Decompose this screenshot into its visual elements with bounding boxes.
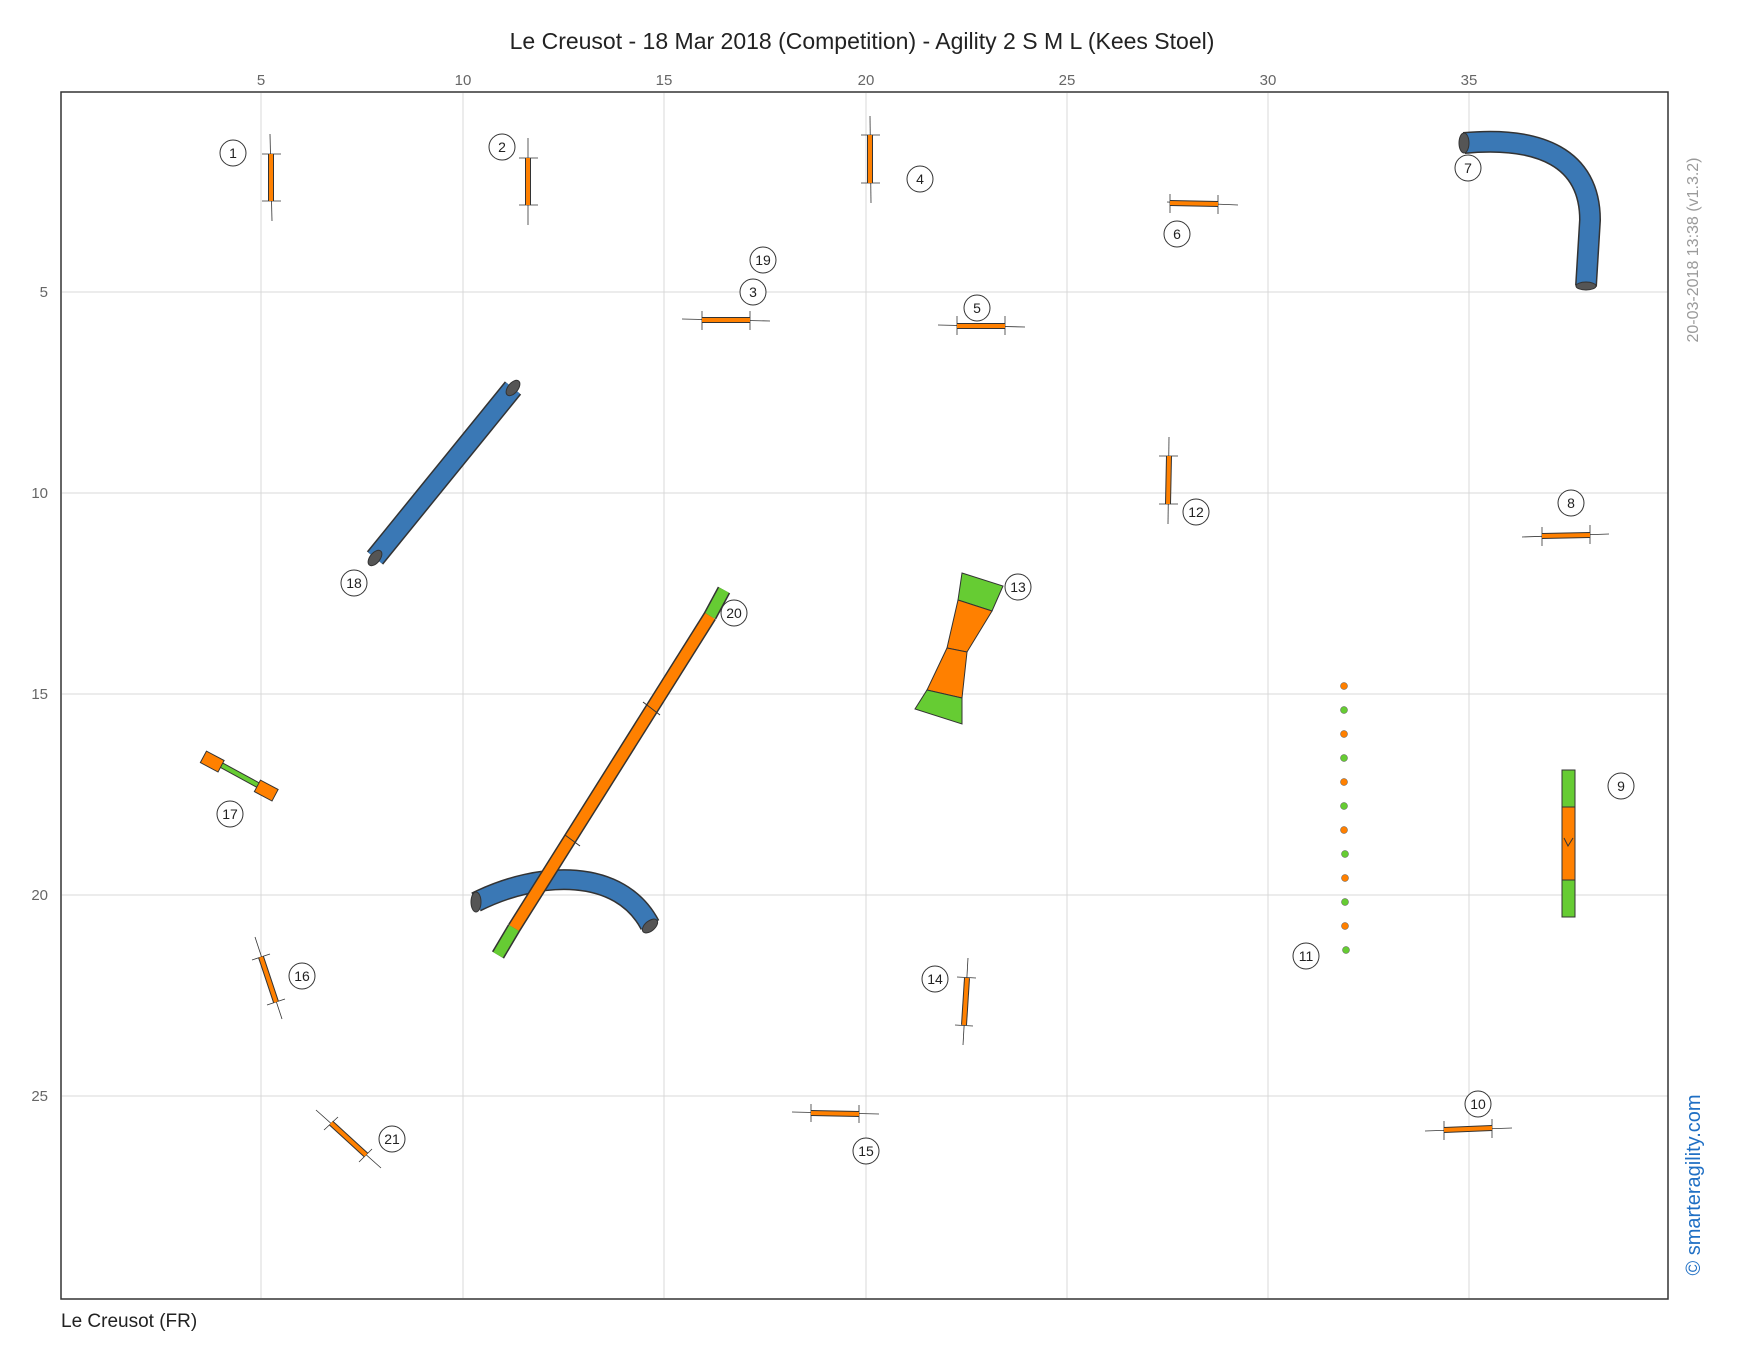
jump-14 bbox=[954, 957, 977, 1046]
number-label: 20 bbox=[726, 605, 742, 621]
number-label: 21 bbox=[384, 1131, 400, 1147]
marker-circle bbox=[1182, 498, 1210, 526]
number-label: 12 bbox=[1188, 504, 1204, 520]
number-label: 15 bbox=[858, 1143, 874, 1159]
jump-15 bbox=[791, 1104, 880, 1123]
tunnel-opening bbox=[641, 918, 659, 934]
y-tick-label: 25 bbox=[31, 1088, 48, 1105]
number-label: 3 bbox=[749, 284, 757, 300]
number-label: 5 bbox=[973, 300, 981, 316]
brand-link[interactable]: © smarteragility.com bbox=[1683, 1094, 1705, 1275]
jump-8 bbox=[1521, 525, 1610, 546]
jump-4 bbox=[861, 115, 880, 204]
number-label: 10 bbox=[1470, 1096, 1486, 1112]
x-tick-label: 10 bbox=[455, 72, 472, 89]
jump-16 bbox=[251, 936, 286, 1020]
venue-label: Le Creusot (FR) bbox=[61, 1311, 197, 1332]
marker-circle bbox=[720, 599, 748, 627]
y-tick-label: 10 bbox=[31, 485, 48, 502]
tunnel-opening bbox=[1575, 281, 1597, 291]
marker-circle bbox=[1163, 220, 1191, 248]
tunnel-opening bbox=[505, 379, 521, 397]
marker-circle bbox=[1292, 942, 1320, 970]
jump-10 bbox=[1424, 1119, 1513, 1140]
marker-circle bbox=[288, 962, 316, 990]
marker-circle bbox=[963, 294, 991, 322]
marker-circle bbox=[216, 800, 244, 828]
marker-circle bbox=[739, 278, 767, 306]
tunnel-opening bbox=[470, 891, 482, 913]
x-tick-label: 20 bbox=[858, 72, 875, 89]
marker-circle bbox=[1454, 154, 1482, 182]
jump-12 bbox=[1159, 436, 1178, 525]
number-label: 7 bbox=[1464, 160, 1472, 176]
marker-circle bbox=[852, 1137, 880, 1165]
x-tick-label: 35 bbox=[1461, 72, 1478, 89]
y-tick-label: 5 bbox=[40, 284, 48, 301]
tunnel-18 bbox=[366, 379, 522, 567]
tire-17 bbox=[199, 750, 279, 802]
seesaw-9 bbox=[1561, 769, 1576, 918]
x-tick-label: 5 bbox=[257, 72, 265, 89]
number-label: 11 bbox=[1299, 948, 1314, 964]
number-label: 19 bbox=[755, 252, 771, 268]
x-tick-label: 30 bbox=[1260, 72, 1277, 89]
aframe-13 bbox=[914, 572, 1004, 725]
number-label: 1 bbox=[229, 145, 237, 161]
tunnel-opening bbox=[367, 549, 383, 567]
marker-circle bbox=[219, 139, 247, 167]
jump-21 bbox=[315, 1109, 382, 1169]
dogwalk-20 bbox=[491, 586, 731, 959]
y-tick-label: 15 bbox=[31, 686, 48, 703]
y-tick-label: 20 bbox=[31, 887, 48, 904]
marker-circle bbox=[749, 246, 777, 274]
x-tick-label: 25 bbox=[1059, 72, 1076, 89]
tunnel-opening bbox=[1458, 132, 1470, 154]
number-label: 6 bbox=[1173, 226, 1181, 242]
marker-circle bbox=[1557, 489, 1585, 517]
jump-6 bbox=[1166, 194, 1239, 214]
number-label: 4 bbox=[916, 171, 924, 187]
course-frame bbox=[60, 91, 1669, 1300]
number-label: 17 bbox=[222, 806, 238, 822]
number-label: 18 bbox=[346, 575, 362, 591]
number-label: 14 bbox=[927, 971, 943, 987]
jump-3 bbox=[681, 311, 771, 330]
tunnel-curved-lower bbox=[470, 869, 660, 934]
marker-circle bbox=[340, 569, 368, 597]
tunnel-7 bbox=[1458, 130, 1602, 291]
jump-1 bbox=[262, 133, 281, 222]
marker-circle bbox=[488, 133, 516, 161]
timestamp-label: 20-03-2018 13:38 (v1.3.2) bbox=[1685, 157, 1702, 342]
jump-2 bbox=[519, 138, 538, 225]
marker-circle bbox=[1607, 772, 1635, 800]
number-label: 2 bbox=[498, 139, 506, 155]
x-tick-label: 15 bbox=[656, 72, 673, 89]
marker-circle bbox=[1464, 1090, 1492, 1118]
page-title: Le Creusot - 18 Mar 2018 (Competition) -… bbox=[510, 28, 1215, 54]
grid bbox=[62, 93, 1668, 1298]
number-label: 9 bbox=[1617, 778, 1625, 794]
marker-circle bbox=[921, 965, 949, 993]
number-label: 8 bbox=[1567, 495, 1575, 511]
marker-circle bbox=[378, 1125, 406, 1153]
marker-circle bbox=[1004, 573, 1032, 601]
jump-5 bbox=[937, 316, 1026, 335]
marker-circle bbox=[906, 165, 934, 193]
number-label: 16 bbox=[294, 968, 310, 984]
weave-poles-11 bbox=[1340, 682, 1350, 954]
number-label: 13 bbox=[1010, 579, 1026, 595]
